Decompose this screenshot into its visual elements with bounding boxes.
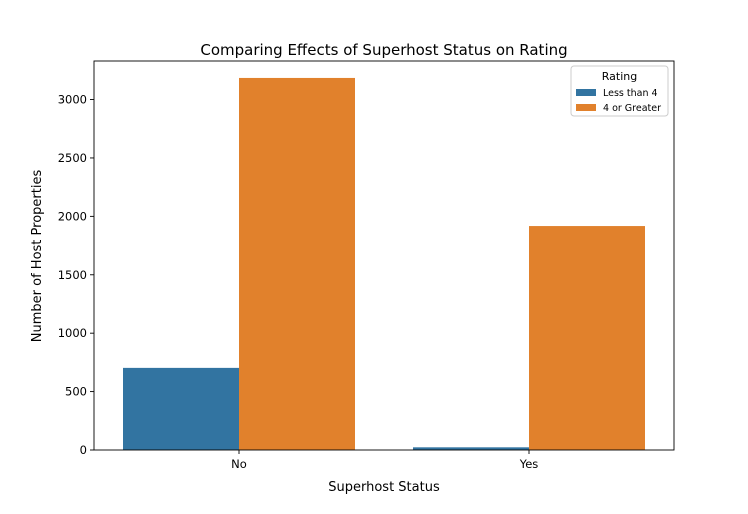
y-tick-label: 500 [65,385,87,399]
bar-no-4-or-greater [239,77,355,450]
y-tick-label: 3000 [58,93,87,107]
x-tick-label: Yes [519,457,539,471]
y-tick-label: 2500 [58,151,87,165]
x-tick-label: No [231,457,247,471]
legend: Rating Less than 4 4 or Greater [570,65,669,117]
bars-group [123,77,645,450]
legend-swatch [576,104,596,111]
bar-yes-4-or-greater [529,226,645,450]
y-axis-label: Number of Host Properties [30,170,45,343]
x-axis-label: Superhost Status [328,480,440,495]
plot-frame [93,60,675,451]
legend-title: Rating [602,70,637,83]
y-tick-label: 1500 [58,268,87,282]
chart-title: Comparing Effects of Superhost Status on… [200,41,567,59]
legend-box [570,65,669,117]
bar-no-less-than-4 [123,367,239,450]
legend-item-label: 4 or Greater [603,103,661,114]
y-tick-label: 0 [80,443,87,457]
x-axis: No Yes [231,450,538,471]
y-axis: 0 500 1000 1500 2000 2500 3000 [58,93,94,457]
y-tick-label: 2000 [58,209,87,223]
y-tick-label: 1000 [58,326,87,340]
legend-item-label: Less than 4 [603,88,658,99]
bar-yes-less-than-4 [413,447,529,450]
legend-swatch [576,89,596,96]
